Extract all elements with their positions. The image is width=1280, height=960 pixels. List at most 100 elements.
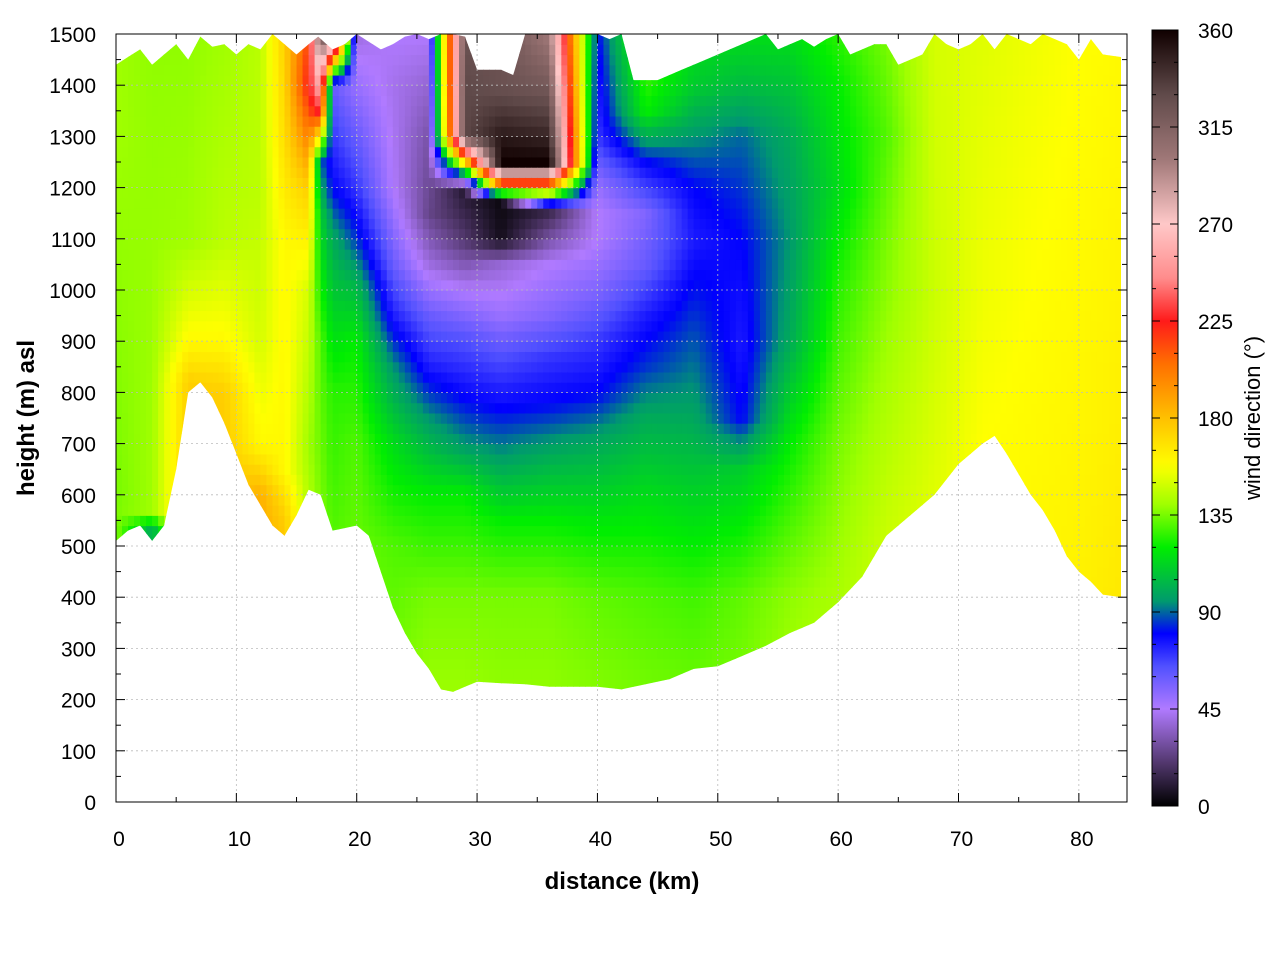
field-cell bbox=[212, 392, 219, 404]
field-cell bbox=[338, 238, 346, 250]
field-cell bbox=[158, 74, 165, 86]
field-cell bbox=[386, 136, 394, 148]
field-cell bbox=[188, 95, 195, 107]
field-cell bbox=[230, 310, 237, 322]
field-cell bbox=[140, 74, 147, 86]
field-cell bbox=[272, 392, 280, 404]
field-cell bbox=[236, 105, 243, 117]
field-cell bbox=[140, 136, 147, 148]
field-cell bbox=[278, 494, 286, 506]
field-cell bbox=[194, 197, 201, 209]
field-cell bbox=[134, 269, 141, 281]
field-cell bbox=[404, 351, 412, 363]
field-cell bbox=[549, 208, 556, 219]
field-cell bbox=[128, 474, 135, 486]
field-cell bbox=[477, 259, 484, 271]
field-cell bbox=[380, 351, 388, 363]
field-cell bbox=[398, 259, 406, 271]
field-cell bbox=[489, 484, 496, 496]
field-cell bbox=[368, 249, 376, 260]
field-cell bbox=[284, 494, 292, 506]
field-cell bbox=[200, 279, 207, 291]
field-cell bbox=[260, 44, 268, 56]
field-cell bbox=[362, 453, 370, 465]
field-cell bbox=[477, 474, 484, 486]
field-cell bbox=[146, 74, 153, 86]
field-cell bbox=[422, 617, 430, 629]
field-cell bbox=[477, 341, 484, 353]
field-cell bbox=[296, 238, 304, 250]
field-cell bbox=[242, 136, 249, 148]
field-cell bbox=[446, 658, 454, 670]
field-cell bbox=[320, 474, 328, 486]
field-cell bbox=[537, 300, 544, 312]
field-cell bbox=[573, 443, 580, 455]
field-cell bbox=[272, 228, 280, 240]
field-cell bbox=[531, 34, 538, 45]
field-cell bbox=[501, 638, 508, 649]
field-cell bbox=[194, 44, 201, 56]
field-cell bbox=[525, 679, 532, 690]
field-cell bbox=[266, 238, 274, 250]
field-cell bbox=[152, 136, 159, 148]
field-cell bbox=[380, 392, 388, 404]
field-cell bbox=[380, 259, 388, 271]
field-cell bbox=[410, 515, 418, 527]
field-cell bbox=[471, 351, 478, 363]
field-cell bbox=[519, 658, 526, 670]
field-cell bbox=[525, 371, 532, 383]
field-cell bbox=[561, 402, 568, 414]
field-cell bbox=[230, 382, 237, 393]
field-cell bbox=[188, 290, 195, 301]
field-cell bbox=[188, 238, 195, 250]
field-cell bbox=[236, 115, 243, 127]
field-cell bbox=[302, 85, 310, 97]
field-cell bbox=[302, 105, 310, 117]
field-cell bbox=[332, 228, 340, 240]
field-cell bbox=[146, 351, 153, 363]
field-cell bbox=[122, 402, 129, 414]
field-cell bbox=[555, 658, 562, 670]
field-cell bbox=[561, 279, 568, 291]
field-cell bbox=[567, 464, 574, 475]
field-cell bbox=[272, 146, 280, 158]
field-cell bbox=[296, 320, 304, 332]
field-cell bbox=[489, 525, 496, 537]
field-cell bbox=[446, 494, 454, 506]
field-cell bbox=[314, 136, 322, 148]
field-cell bbox=[440, 74, 448, 86]
field-cell bbox=[555, 310, 562, 322]
field-cell bbox=[531, 341, 538, 353]
field-cell bbox=[537, 402, 544, 414]
field-cell bbox=[326, 126, 334, 137]
field-cell bbox=[428, 525, 436, 537]
field-cell bbox=[495, 627, 502, 639]
field-cell bbox=[549, 105, 556, 117]
field-cell bbox=[531, 64, 538, 76]
field-cell bbox=[266, 433, 274, 445]
field-cell bbox=[495, 300, 502, 312]
field-cell bbox=[344, 249, 352, 260]
field-cell bbox=[296, 228, 304, 240]
field-cell bbox=[555, 433, 562, 445]
field-cell bbox=[555, 228, 562, 240]
field-cell bbox=[422, 136, 430, 148]
field-cell bbox=[440, 484, 448, 496]
field-cell bbox=[146, 505, 153, 516]
field-cell bbox=[200, 371, 207, 383]
field-cell bbox=[386, 54, 394, 66]
field-cell bbox=[188, 320, 195, 332]
field-cell bbox=[320, 412, 328, 424]
field-cell bbox=[398, 279, 406, 291]
field-cell bbox=[182, 371, 189, 383]
field-cell bbox=[194, 361, 201, 373]
field-cell bbox=[531, 167, 538, 178]
field-cell bbox=[410, 310, 418, 322]
field-cell bbox=[326, 351, 334, 363]
field-cell bbox=[278, 300, 286, 312]
field-cell bbox=[561, 167, 568, 178]
field-cell bbox=[446, 269, 454, 281]
field-cell bbox=[272, 433, 280, 445]
field-cell bbox=[182, 187, 189, 199]
field-cell bbox=[537, 105, 544, 117]
